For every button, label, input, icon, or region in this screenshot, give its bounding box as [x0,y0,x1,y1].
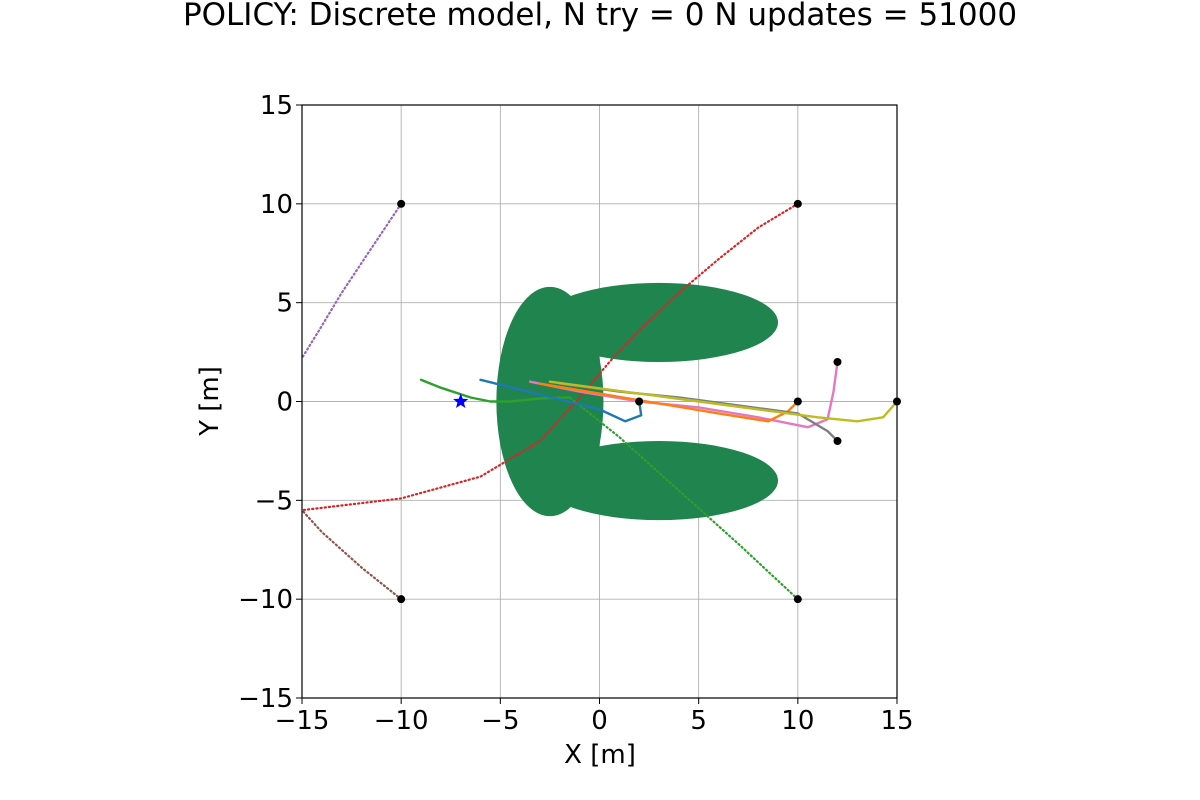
trajectory-green-dotted [568,396,799,601]
start-point [833,357,842,366]
trajectory-purple [302,202,403,360]
start-point [833,437,842,446]
start-markers [397,199,901,604]
y-tick-label: 0 [276,388,293,418]
x-tick-label: −15 [275,706,330,736]
y-tick-label: −5 [255,486,293,516]
x-tick-label: −10 [374,706,429,736]
start-point [793,199,802,208]
y-tick-label: 10 [260,190,293,220]
y-tick-label: 5 [276,289,293,319]
chart-title: POLICY: Discrete model, N try = 0 N upda… [182,0,1018,33]
obstacle-bottom-arm [540,441,778,521]
start-point [397,595,406,604]
y-tick-label: −10 [238,585,293,615]
axis-ticks: −15 −10 −5 0 5 10 15 −15 −10 −5 0 5 10 15 [238,91,913,736]
start-point [635,397,644,406]
trajectory-pink [528,360,839,429]
y-tick-label: 15 [260,91,293,121]
trajectories [302,202,897,601]
start-point [793,595,802,604]
obstacle-top-arm [540,282,778,362]
trajectory-red [302,202,799,512]
goal-marker [453,393,469,408]
trajectory-green [419,378,571,403]
x-axis-label: X [m] [564,740,636,770]
y-axis-label: Y [m] [195,366,225,437]
goal-star-icon [453,393,469,408]
x-tick-label: 10 [781,706,814,736]
start-point [397,199,406,208]
x-tick-label: 15 [880,706,913,736]
obstacle [496,282,778,521]
x-tick-label: 5 [690,706,707,736]
y-tick-label: −15 [238,684,293,714]
x-tick-label: −5 [481,706,519,736]
trajectory-brown [302,509,403,601]
start-point [793,397,802,406]
x-tick-label: 0 [591,706,608,736]
trajectory-olive [548,380,897,423]
trajectory-blue [479,378,643,423]
